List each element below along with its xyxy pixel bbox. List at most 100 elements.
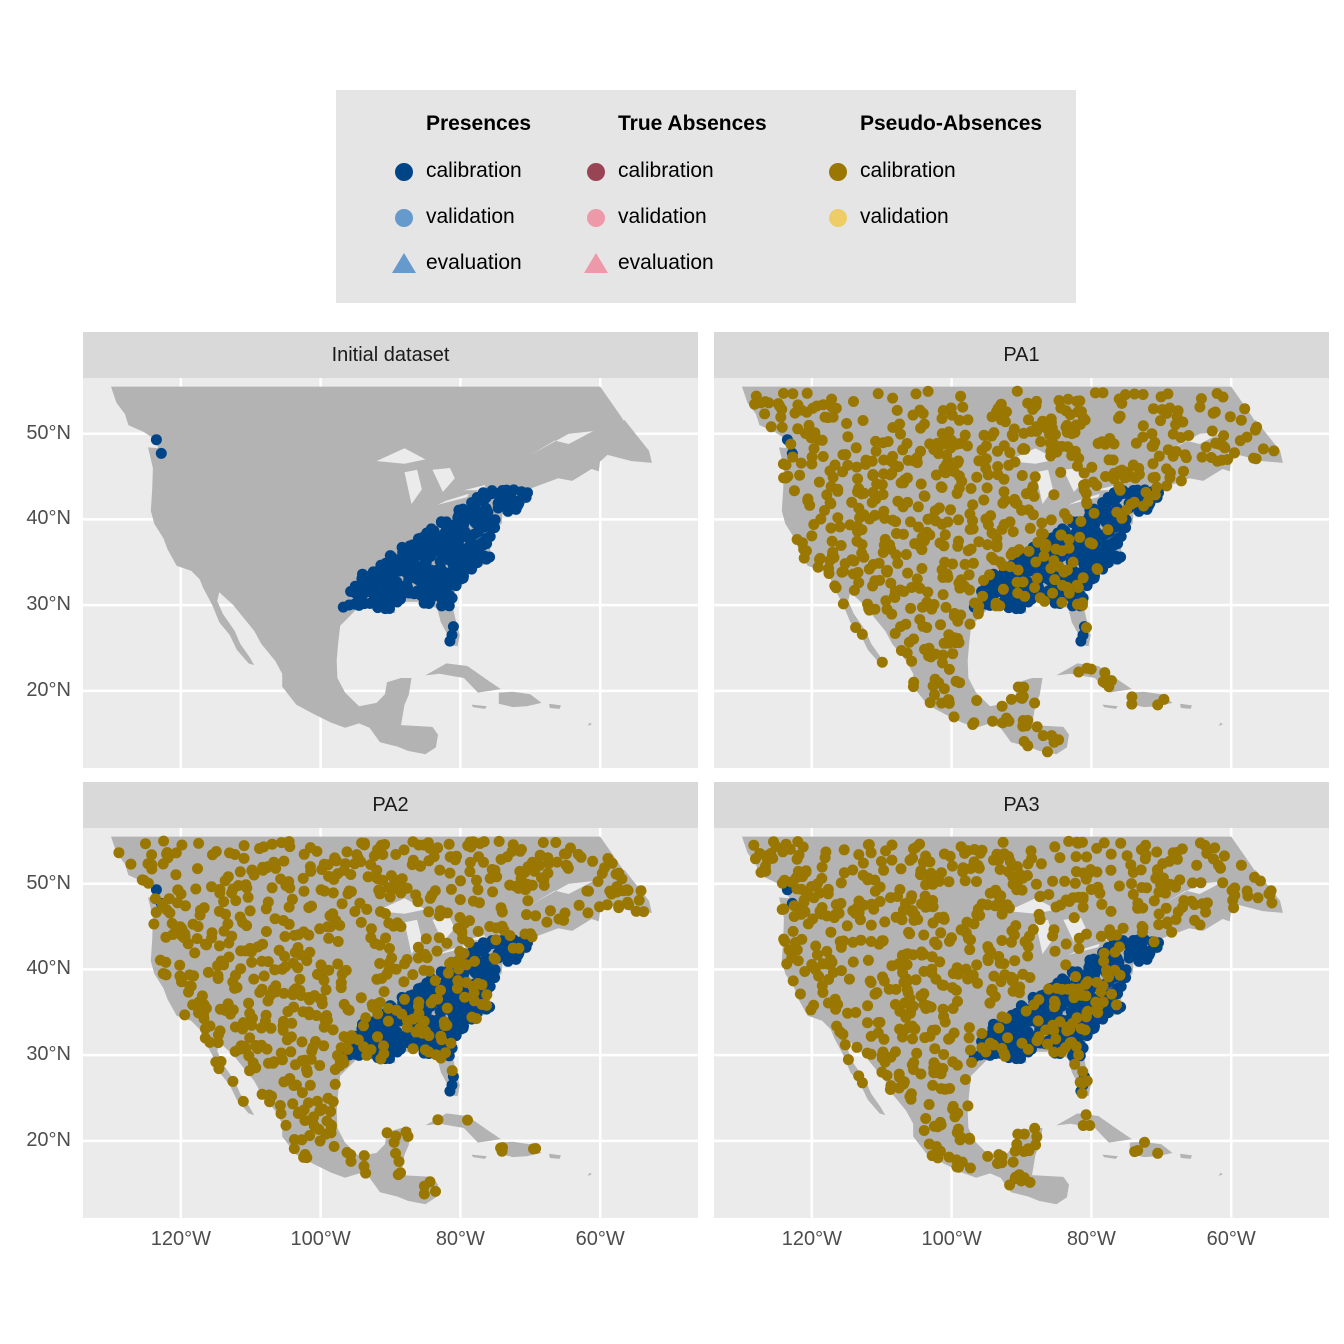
x-tick-label: 80°W (435, 1228, 485, 1250)
pseudo-absence-point (1100, 471, 1111, 482)
pseudo-absence-point (866, 898, 878, 910)
pseudo-absence-point (1004, 561, 1016, 573)
presence-point (443, 542, 455, 554)
pseudo-absence-point (1048, 736, 1060, 748)
pseudo-absence-point (1055, 466, 1067, 478)
pseudo-absence-point (943, 876, 955, 888)
pseudo-absence-point (481, 989, 493, 1001)
pseudo-absence-point (304, 861, 316, 873)
pseudo-absence-point (961, 440, 973, 452)
pseudo-absence-point (378, 1048, 390, 1060)
pseudo-absence-point (242, 891, 254, 903)
pseudo-absence-point (280, 1119, 292, 1131)
pseudo-absence-point (476, 999, 488, 1010)
water-body (1007, 898, 1057, 914)
pseudo-absence-point (373, 884, 385, 896)
pseudo-absence-point (799, 966, 811, 977)
pseudo-absence-point (234, 911, 246, 923)
presence-point (988, 589, 999, 601)
pseudo-absence-point (869, 575, 881, 587)
pseudo-absence-point (856, 628, 868, 640)
pseudo-absence-point (1153, 919, 1165, 931)
pseudo-absence-point (1060, 1042, 1071, 1053)
pseudo-absence-point (792, 423, 804, 435)
pseudo-absence-point (449, 854, 461, 866)
presence-point (484, 531, 496, 542)
pseudo-absence-point (587, 855, 599, 867)
pseudo-absence-point (835, 941, 847, 953)
pseudo-absence-point (853, 849, 865, 861)
pseudo-absence-point (313, 1123, 325, 1135)
presence-point (435, 516, 447, 528)
pseudo-absence-point (433, 932, 445, 944)
pseudo-absence-point (1030, 556, 1042, 568)
pseudo-absence-point (148, 918, 160, 930)
pseudo-absence-point (340, 964, 352, 976)
pseudo-absence-point (1070, 419, 1082, 431)
pseudo-absence-point (883, 983, 895, 995)
pseudo-absence-point (918, 535, 930, 547)
pseudo-absence-point (423, 906, 435, 918)
pseudo-absence-point (1162, 916, 1173, 928)
pseudo-absence-point (904, 854, 916, 866)
presence-point (470, 512, 482, 524)
pseudo-absence-point (1087, 538, 1098, 550)
pseudo-absence-point (842, 1007, 854, 1019)
pseudo-absence-point (269, 964, 281, 976)
pseudo-absence-point (1007, 1156, 1019, 1168)
pseudo-absence-point (1148, 895, 1160, 907)
island (1218, 1172, 1223, 1176)
pseudo-absence-point (1218, 440, 1230, 452)
pseudo-absence-point (822, 888, 834, 900)
pseudo-absence-point (280, 961, 291, 973)
pseudo-absence-point (527, 856, 538, 868)
pseudo-absence-point (1129, 1146, 1141, 1158)
pseudo-absence-point (963, 569, 975, 581)
pseudo-absence-point (916, 563, 928, 574)
pseudo-absence-point (802, 493, 814, 505)
pseudo-absence-point (495, 902, 507, 914)
pseudo-absence-point (1171, 853, 1183, 865)
pseudo-absence-point (222, 871, 234, 883)
pseudo-absence-point (635, 885, 647, 897)
pseudo-absence-point (1155, 415, 1166, 427)
pseudo-absence-point (1239, 403, 1251, 415)
pseudo-absence-point (455, 875, 466, 887)
pseudo-absence-point (916, 946, 928, 958)
pseudo-absence-point (341, 846, 353, 858)
pseudo-absence-point (1091, 480, 1103, 491)
island (471, 1154, 487, 1159)
pseudo-absence-point (172, 897, 184, 909)
pseudo-absence-point (997, 583, 1009, 595)
pseudo-absence-point (240, 879, 252, 891)
pseudo-absence-point (190, 883, 202, 895)
pseudo-absence-point (772, 398, 784, 410)
pseudo-absence-point (967, 861, 979, 873)
pseudo-absence-point (863, 563, 875, 575)
pseudo-absence-point (965, 483, 977, 494)
presence-point (495, 494, 507, 506)
pseudo-absence-point (412, 896, 424, 908)
pseudo-absence-point (1105, 930, 1117, 941)
pseudo-absence-point (939, 556, 951, 568)
legend-item-label: validation (860, 205, 949, 228)
pseudo-absence-point (1082, 1005, 1094, 1017)
pseudo-absence-point (297, 1006, 309, 1018)
pseudo-absence-point (150, 906, 162, 918)
pseudo-absence-point (812, 561, 824, 573)
pseudo-absence-point (842, 1054, 854, 1066)
pseudo-absence-point (1077, 891, 1089, 903)
pseudo-absence-point (1029, 697, 1041, 709)
pseudo-absence-point (1091, 842, 1103, 854)
pseudo-absence-point (1129, 388, 1140, 400)
pseudo-absence-point (889, 628, 901, 639)
pseudo-absence-point (1017, 715, 1029, 726)
island (1218, 722, 1223, 726)
pseudo-absence-point (1077, 901, 1089, 913)
pseudo-absence-point (1075, 516, 1087, 527)
pseudo-absence-point (1178, 465, 1189, 477)
pseudo-absence-point (388, 1136, 400, 1148)
pseudo-absence-point (826, 401, 838, 413)
pseudo-absence-point (847, 864, 859, 876)
pseudo-absence-point (1127, 888, 1139, 900)
